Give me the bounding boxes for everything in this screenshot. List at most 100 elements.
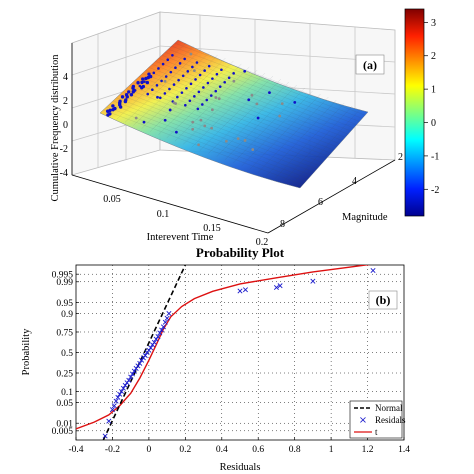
- surface-point: [191, 120, 195, 124]
- surface-point: [218, 85, 222, 88]
- mesh-line: [233, 87, 305, 164]
- residual-point: [166, 311, 172, 317]
- mesh-line: [106, 106, 306, 182]
- residual-point: [122, 382, 128, 388]
- surface-point: [232, 79, 236, 83]
- residual-point: [155, 334, 161, 340]
- mesh-line: [161, 55, 354, 128]
- surface-point: [243, 69, 247, 73]
- mesh-line: [291, 108, 361, 185]
- residual-point: [310, 278, 316, 284]
- residual-point: [160, 324, 166, 330]
- mesh-line: [133, 51, 210, 126]
- normal-reference-line: [102, 265, 187, 440]
- mesh-line: [283, 105, 353, 182]
- surface-point: [210, 126, 214, 130]
- surface-markers: [105, 52, 297, 151]
- mesh-line: [141, 54, 218, 129]
- x-tick: 1: [329, 445, 334, 455]
- surface-point: [176, 95, 179, 99]
- surface-point: [223, 80, 226, 84]
- x-tick: 0.2: [256, 237, 269, 248]
- surface-point: [156, 95, 159, 99]
- residual-point: [106, 418, 112, 424]
- surface-point: [152, 71, 156, 75]
- mesh-line: [119, 94, 318, 170]
- mesh-line: [168, 49, 360, 122]
- surface-point: [198, 73, 202, 77]
- surface-point: [171, 54, 174, 57]
- legend-label: t: [375, 427, 378, 437]
- mesh-line: [241, 90, 313, 167]
- surface-point: [195, 61, 199, 64]
- surface-point: [108, 108, 112, 113]
- surface-point: [199, 118, 203, 122]
- y-tick: 0.9: [61, 310, 73, 320]
- surface-point: [108, 112, 112, 116]
- surface-point: [157, 67, 160, 70]
- mesh-line: [171, 45, 363, 119]
- legend: Normal × Residals t: [349, 400, 406, 439]
- surface-point: [250, 93, 254, 97]
- surface-point: [147, 72, 151, 76]
- surface-point: [214, 96, 218, 99]
- surface-point: [196, 107, 200, 111]
- surface-point: [194, 78, 197, 81]
- surface-point: [243, 139, 247, 142]
- surface-point: [251, 148, 255, 151]
- mesh-line: [158, 58, 352, 132]
- mesh-line: [164, 52, 357, 125]
- surface-point: [214, 89, 218, 93]
- surface-point: [146, 92, 150, 96]
- surface-point: [177, 78, 180, 82]
- t-distribution-line: [76, 265, 371, 430]
- residual-point: [242, 287, 248, 293]
- legend-label: Normal: [375, 403, 403, 413]
- surface-point: [205, 98, 209, 102]
- z-tick: -2: [60, 144, 68, 155]
- residual-point: [126, 377, 132, 383]
- surface-point: [247, 98, 251, 102]
- y-tick: 0.99: [56, 278, 73, 288]
- surface-point: [129, 93, 134, 97]
- y-tick: 0.5: [61, 349, 73, 359]
- mesh-line: [109, 103, 309, 179]
- mesh-line: [129, 85, 326, 160]
- surface-point: [181, 74, 185, 78]
- surface-point: [166, 58, 170, 61]
- mesh-line: [155, 61, 349, 135]
- mesh-line: [149, 57, 226, 132]
- surface-point: [158, 96, 162, 100]
- surface-point: [174, 66, 177, 70]
- x-tick: 0.8: [289, 445, 301, 455]
- residual-point: [237, 288, 243, 294]
- x-axis-label: Interevent Time: [147, 232, 214, 243]
- surface-point: [161, 62, 165, 66]
- y-tick: 2: [398, 152, 403, 163]
- y-tick: 0.25: [56, 369, 73, 379]
- surface-point: [207, 64, 211, 68]
- residual-point: [117, 391, 123, 397]
- x-tick: 0.2: [179, 445, 191, 455]
- y-tick: 0.95: [56, 299, 73, 309]
- surface-point: [160, 79, 163, 83]
- mesh-line: [274, 102, 345, 179]
- residual-point: [164, 315, 170, 321]
- surface-point: [151, 88, 154, 92]
- surface-point: [188, 99, 192, 103]
- residual-point: [162, 319, 168, 325]
- legend-label: Residals: [375, 415, 406, 425]
- y-tick-labels: 2 4 6 8: [280, 152, 403, 230]
- surface-point: [131, 84, 136, 89]
- surface-point: [256, 116, 260, 120]
- legend-marker-residuals: ×: [359, 415, 367, 426]
- residual-point: [370, 267, 376, 274]
- colorbar-ticks: 3 2 1 0 -1 -2: [424, 18, 439, 196]
- chart-title: Probability Plot: [196, 245, 285, 260]
- surface-point: [280, 102, 284, 106]
- mesh-line: [103, 109, 303, 185]
- surface-point: [202, 86, 205, 89]
- panel-label-a: (a): [363, 58, 377, 72]
- surface-point: [133, 89, 137, 92]
